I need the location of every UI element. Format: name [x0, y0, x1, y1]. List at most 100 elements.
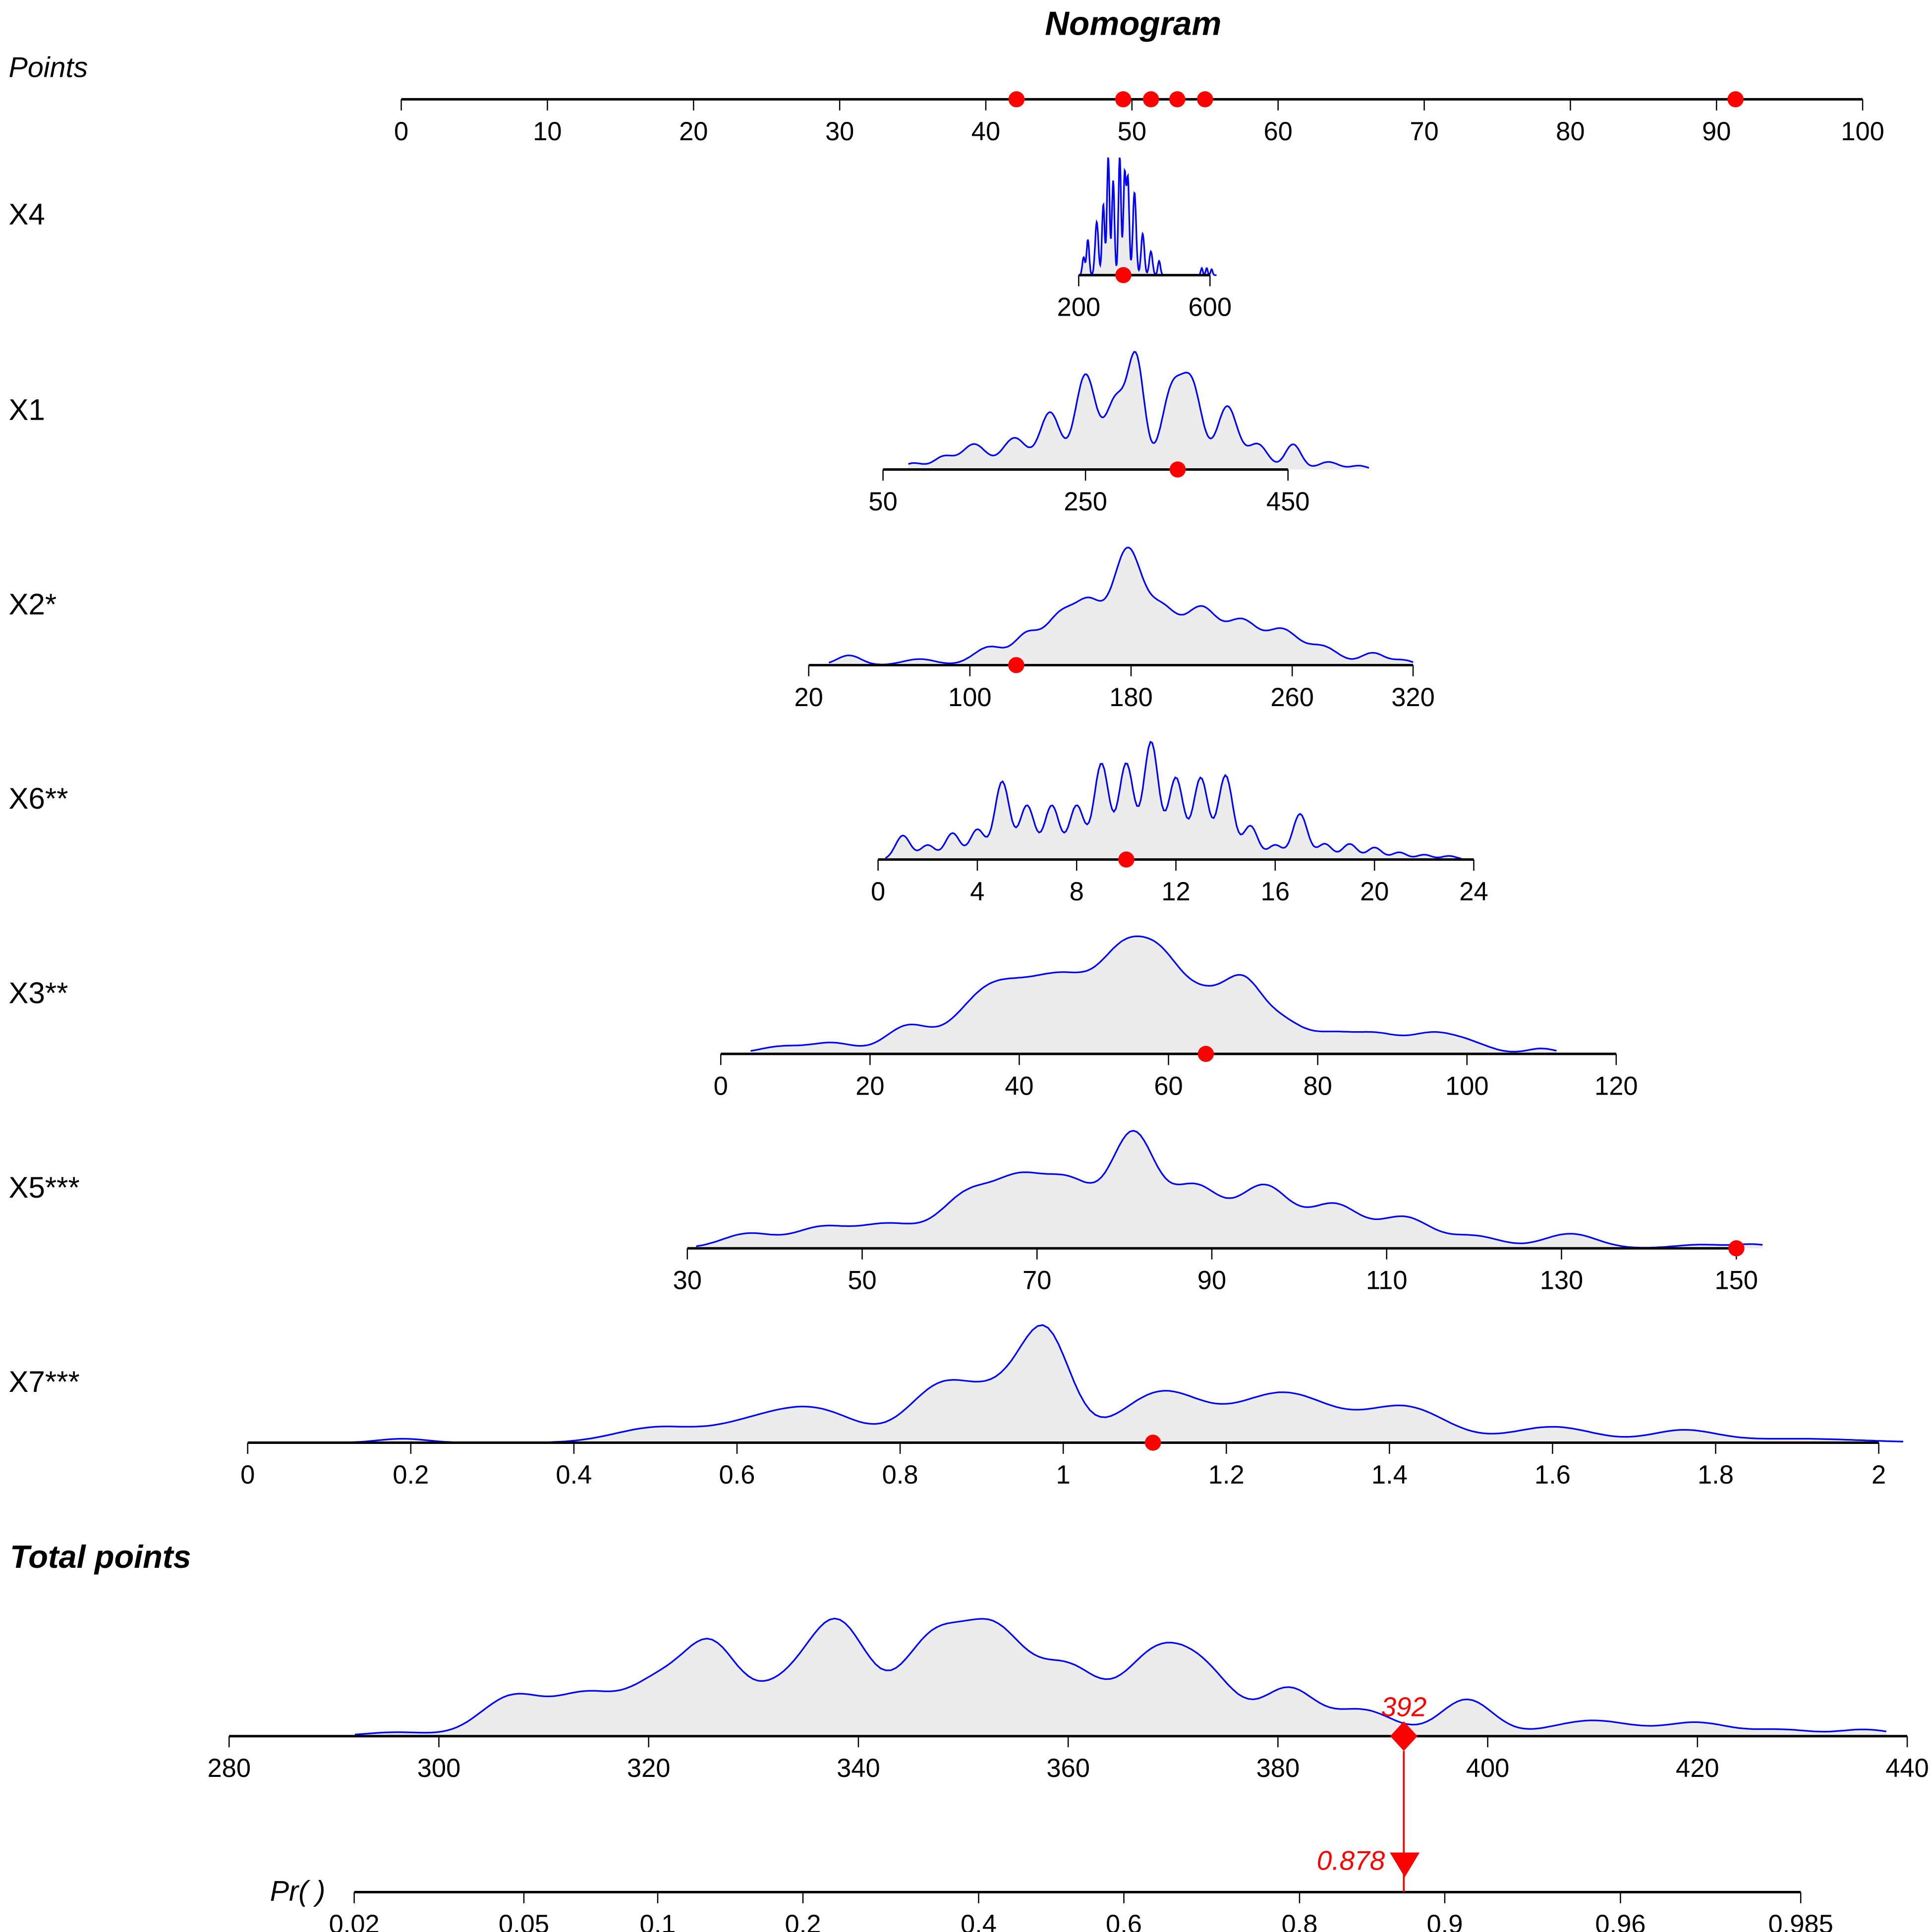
tick-label: 60 — [1154, 1072, 1183, 1101]
probability-axis-label: Pr( ) — [270, 1876, 326, 1907]
probability-value: 0.878 — [1317, 1845, 1385, 1876]
tick-label: 0.6 — [719, 1461, 755, 1490]
density-fill — [750, 936, 1557, 1054]
probability-axis: 0.02 0.05 0.1 0.2 0.4 0.6 0.8 0.9 0.96 0.985 0.878 — [329, 1751, 1833, 1932]
value-marker — [1008, 657, 1024, 673]
value-marker — [1197, 1046, 1214, 1062]
points-axis: 0 10 20 30 40 50 60 70 80 90 100 — [394, 91, 1884, 146]
tick-label: 280 — [207, 1754, 251, 1783]
density-fill — [908, 352, 1369, 470]
tick-label: 0.6 — [1106, 1910, 1142, 1932]
tick-label: 50 — [848, 1267, 876, 1295]
tick-label: 24 — [1459, 878, 1488, 906]
tick-label: 1.8 — [1698, 1461, 1734, 1490]
value-marker — [1728, 1240, 1745, 1257]
tick-label: 30 — [825, 117, 854, 146]
density-fill — [696, 1130, 1763, 1249]
tick-label: 80 — [1556, 117, 1585, 146]
tick-label: 1 — [1056, 1461, 1071, 1490]
tick-label: 30 — [673, 1267, 702, 1295]
total-points-marker — [1390, 1721, 1418, 1751]
tick-label: 1.2 — [1208, 1461, 1245, 1490]
tick-label: 440 — [1885, 1754, 1929, 1783]
density-curve — [329, 1324, 1904, 1444]
density-curve — [885, 740, 1462, 860]
tick-label: 12 — [1161, 878, 1190, 906]
tick-label: 450 — [1266, 488, 1310, 516]
tick-label: 0.8 — [1281, 1910, 1317, 1932]
tick-label: 130 — [1540, 1267, 1584, 1295]
tick-label: 70 — [1410, 117, 1438, 146]
tick-label: 40 — [971, 117, 1000, 146]
total-points-axis: 280 300 320 340 360 380 400 420 440 392 — [207, 1617, 1929, 1783]
tick-label: 100 — [948, 683, 992, 712]
points-marker — [1727, 91, 1744, 108]
tick-label: 2 — [1872, 1461, 1886, 1490]
tick-label: 320 — [1391, 683, 1435, 712]
tick-label: 4 — [970, 878, 984, 906]
density-fill — [885, 742, 1462, 860]
tick-label: 100 — [1445, 1072, 1489, 1101]
total-points-label: Total points — [10, 1539, 191, 1575]
tick-label: 150 — [1714, 1267, 1758, 1295]
tick-label: 50 — [1118, 117, 1146, 146]
tick-label: 0 — [394, 117, 408, 146]
variable-label: X4 — [8, 198, 45, 231]
variable-axis-x1: X1 50 250 450 — [8, 351, 1369, 516]
points-marker — [1197, 91, 1213, 108]
tick-label: 180 — [1109, 683, 1153, 712]
tick-label: 380 — [1256, 1754, 1300, 1783]
value-marker — [1169, 461, 1186, 478]
tick-label: 120 — [1594, 1072, 1638, 1101]
variable-label: X2* — [8, 588, 57, 621]
tick-label: 40 — [1005, 1072, 1033, 1101]
tick-label: 200 — [1057, 293, 1101, 322]
tick-label: 340 — [837, 1754, 880, 1783]
tick-label: 360 — [1046, 1754, 1090, 1783]
tick-label: 420 — [1676, 1754, 1719, 1783]
probability-marker — [1390, 1852, 1420, 1877]
tick-label: 0 — [871, 878, 885, 906]
value-marker — [1118, 851, 1135, 868]
tick-label: 0.2 — [393, 1461, 429, 1490]
tick-label: 1.4 — [1371, 1461, 1408, 1490]
tick-label: 400 — [1466, 1754, 1510, 1783]
tick-label: 20 — [1360, 878, 1389, 906]
total-points-value: 392 — [1381, 1692, 1426, 1722]
variable-axis-x7: X7*** 0 0.2 0.4 0.6 0.8 1 1.2 1.4 1.6 1.8 2 — [8, 1324, 1904, 1490]
tick-label: 50 — [868, 488, 897, 516]
variable-label: X1 — [8, 393, 45, 427]
tick-label: 260 — [1270, 683, 1314, 712]
variable-axis-x6: X6** 0 4 8 12 16 20 24 — [8, 740, 1488, 906]
tick-label: 0.4 — [961, 1910, 997, 1932]
tick-label: 20 — [794, 683, 823, 712]
tick-label: 0 — [714, 1072, 728, 1101]
tick-label: 250 — [1064, 488, 1107, 516]
tick-label: 0 — [240, 1461, 255, 1490]
variable-label: X3** — [8, 976, 68, 1009]
tick-label: 8 — [1070, 878, 1084, 906]
tick-label: 0.985 — [1768, 1910, 1833, 1932]
tick-label: 110 — [1366, 1267, 1408, 1295]
tick-label: 0.2 — [785, 1910, 821, 1932]
tick-label: 0.1 — [640, 1910, 676, 1932]
variable-label: X6** — [8, 782, 68, 815]
points-axis-label: Points — [8, 52, 88, 83]
variable-label: X5*** — [8, 1171, 79, 1204]
points-marker — [1169, 91, 1186, 108]
tick-label: 100 — [1841, 117, 1884, 146]
density-fill — [355, 1618, 1886, 1736]
points-marker — [1008, 91, 1025, 108]
tick-label: 80 — [1303, 1072, 1332, 1101]
tick-label: 0.02 — [329, 1910, 380, 1932]
variable-label: X7*** — [8, 1365, 79, 1398]
tick-label: 90 — [1197, 1267, 1226, 1295]
tick-label: 320 — [627, 1754, 671, 1783]
density-curve — [355, 1617, 1887, 1736]
density-fill — [829, 547, 1414, 665]
tick-label: 0.05 — [499, 1910, 549, 1932]
variable-axis-x4: X4 200 600 — [8, 157, 1232, 322]
tick-label: 70 — [1023, 1267, 1051, 1295]
tick-label: 10 — [533, 117, 562, 146]
